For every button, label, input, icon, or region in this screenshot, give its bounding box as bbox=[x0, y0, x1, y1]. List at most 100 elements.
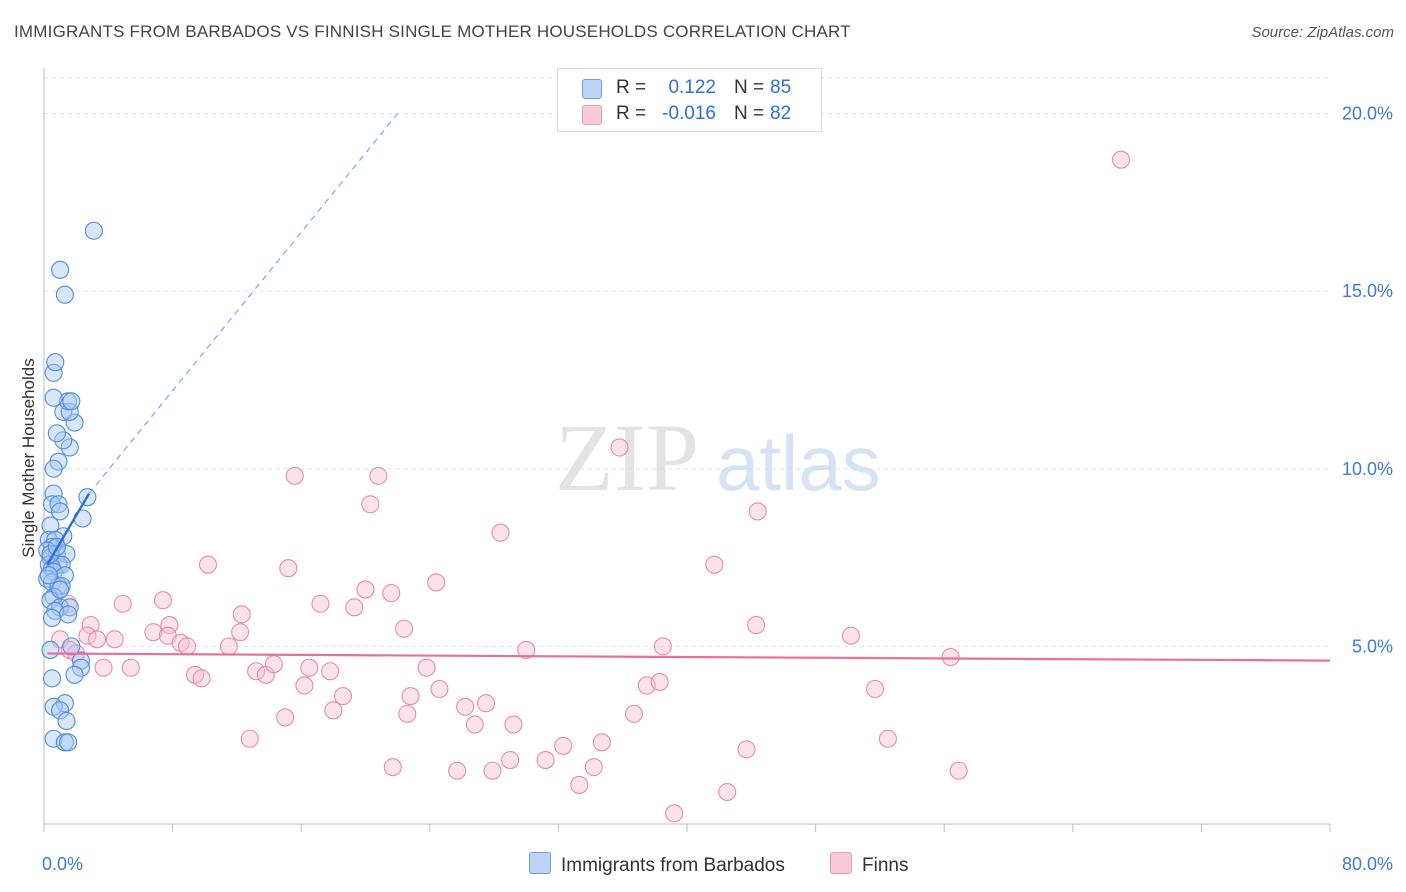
barbados-point bbox=[60, 438, 79, 457]
barbados-swatch bbox=[582, 79, 602, 99]
finns-point bbox=[427, 573, 446, 592]
finns-point bbox=[78, 626, 97, 645]
barbados-point bbox=[59, 605, 78, 624]
finns-point bbox=[465, 715, 484, 734]
finns-point bbox=[105, 630, 124, 649]
legend-finns-label: Finns bbox=[862, 855, 909, 876]
finns-trend-line bbox=[47, 652, 1331, 662]
chart-source: Source: ZipAtlas.com bbox=[1251, 24, 1394, 41]
finns-point bbox=[240, 729, 259, 748]
barbados-point bbox=[41, 516, 60, 535]
finns-point bbox=[477, 694, 496, 713]
finns-point bbox=[570, 775, 589, 794]
barbados-point bbox=[44, 388, 63, 407]
finns-point bbox=[395, 619, 414, 638]
finns-point bbox=[866, 679, 885, 699]
finns-point bbox=[121, 658, 140, 677]
legend-item-finns: Finns bbox=[830, 852, 908, 877]
finns-point bbox=[448, 761, 467, 780]
legend-finns-swatch bbox=[830, 852, 852, 874]
n-label: N = bbox=[734, 77, 765, 98]
axis-layer: 5.0% 10.0% 15.0% 20.0% 0.0% 80.0% bbox=[42, 68, 1393, 874]
finns-point bbox=[504, 715, 523, 734]
finns-point bbox=[276, 708, 295, 727]
n-value: 85 bbox=[770, 77, 792, 98]
barbados-point bbox=[47, 424, 66, 443]
finns-point bbox=[144, 623, 163, 642]
finns-point bbox=[653, 637, 672, 656]
finns-point bbox=[705, 555, 724, 574]
finns-point bbox=[153, 591, 173, 610]
y-axis-label: Single Mother Households bbox=[19, 358, 38, 557]
finns-point bbox=[285, 466, 304, 485]
r-label: R = bbox=[616, 103, 647, 124]
barbados-point bbox=[57, 711, 76, 731]
finns-point bbox=[300, 658, 319, 677]
watermark: ZIP atlas bbox=[555, 404, 881, 511]
finns-point bbox=[231, 623, 250, 642]
finns-point bbox=[878, 729, 897, 748]
finns-point bbox=[536, 751, 555, 770]
finns-point bbox=[264, 655, 283, 674]
n-value: 82 bbox=[770, 103, 792, 124]
r-value: 0.122 bbox=[668, 77, 716, 98]
finns-point bbox=[584, 758, 603, 777]
finns-point bbox=[94, 658, 113, 677]
stats-legend-row-barbados: R = 0.122 N = 85 bbox=[558, 75, 821, 101]
finns-point bbox=[345, 598, 364, 617]
finns-point bbox=[178, 637, 197, 656]
finns-point bbox=[398, 704, 417, 723]
finns-point bbox=[491, 523, 510, 542]
finns-point bbox=[554, 736, 573, 755]
finns-point bbox=[748, 502, 767, 521]
finns-point bbox=[737, 740, 756, 759]
grid-layer bbox=[44, 77, 1330, 647]
finns-point bbox=[369, 466, 388, 485]
finns-point bbox=[417, 658, 436, 677]
stats-legend: R = 0.122 N = 85 R = -0.016 N = 82 bbox=[557, 68, 822, 132]
finns-point bbox=[592, 733, 611, 752]
barbados-point bbox=[59, 733, 78, 752]
y-tick-label: 10.0% bbox=[1342, 459, 1393, 479]
barbados-point bbox=[44, 729, 63, 748]
barbados-point bbox=[65, 665, 84, 684]
barbados-point bbox=[62, 392, 81, 411]
finns-point bbox=[517, 640, 536, 659]
barbados-trend-extension bbox=[88, 113, 399, 495]
finns-point bbox=[295, 676, 314, 695]
finns-point bbox=[219, 637, 238, 656]
barbados-point bbox=[65, 413, 84, 432]
finns-point bbox=[624, 704, 644, 723]
finns-point bbox=[382, 584, 401, 603]
finns-point bbox=[198, 555, 218, 574]
barbados-point bbox=[49, 495, 68, 514]
barbados-point bbox=[41, 640, 60, 659]
finns-point bbox=[949, 761, 968, 780]
n-label: N = bbox=[734, 103, 765, 124]
finns-point bbox=[610, 438, 629, 457]
finns-point bbox=[456, 697, 475, 716]
r-value: -0.016 bbox=[662, 103, 716, 124]
finns-point bbox=[941, 647, 960, 667]
finns-point bbox=[113, 594, 132, 613]
finns-point bbox=[192, 669, 211, 688]
finns-point bbox=[87, 630, 107, 649]
finns-swatch bbox=[582, 105, 602, 125]
chart-title: IMMIGRANTS FROM BARBADOS VS FINNISH SING… bbox=[14, 22, 851, 41]
finns-point bbox=[650, 672, 669, 691]
watermark-zip: ZIP bbox=[555, 404, 699, 511]
finns-point bbox=[401, 687, 420, 706]
barbados-point bbox=[60, 598, 79, 617]
finns-point bbox=[383, 758, 402, 777]
finns-point bbox=[747, 616, 766, 635]
barbados-point bbox=[51, 502, 70, 521]
finns-point bbox=[279, 559, 298, 578]
stats-legend-row-finns: R = -0.016 N = 82 bbox=[558, 101, 821, 127]
barbados-point bbox=[51, 701, 70, 720]
trend-layer bbox=[46, 113, 1331, 662]
barbados-point bbox=[51, 260, 70, 279]
barbados-point bbox=[54, 431, 73, 450]
barbados-point bbox=[62, 637, 81, 656]
finns-point bbox=[361, 495, 380, 514]
